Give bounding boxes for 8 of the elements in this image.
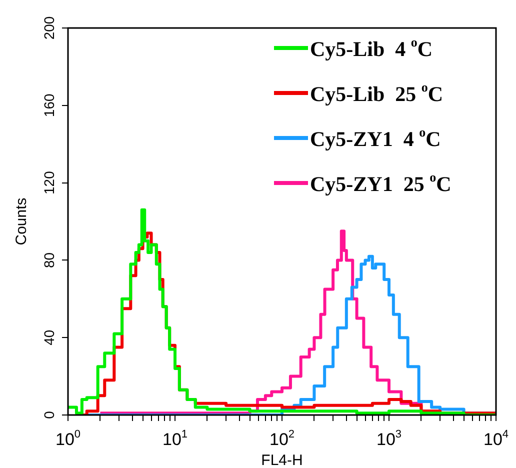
y-tick-label: 160: [41, 94, 57, 118]
y-tick-label: 40: [41, 330, 57, 346]
y-tick-label: 80: [41, 252, 57, 268]
y-tick-label: 200: [41, 16, 57, 40]
y-tick-label: 0: [41, 410, 57, 419]
x-axis-title: FL4-H: [261, 452, 303, 468]
y-tick-label: 120: [41, 170, 57, 194]
y-axis-title: Counts: [13, 198, 30, 246]
